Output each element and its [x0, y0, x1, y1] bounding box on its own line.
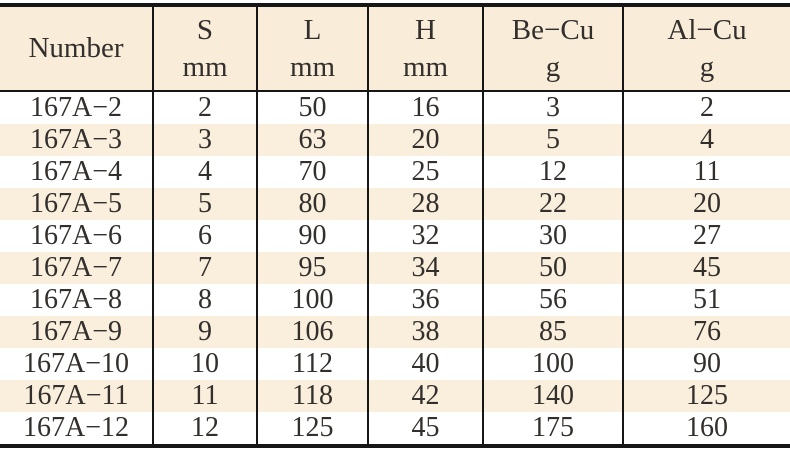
table-row: 167A−2 2 50 16 3 2: [0, 91, 790, 124]
cell-number: 167A−2: [0, 91, 154, 124]
cell-number: 167A−6: [0, 220, 154, 252]
cell-number: 167A−8: [0, 284, 154, 316]
cell-alcu: 45: [693, 252, 721, 283]
cell-s: 8: [153, 284, 258, 316]
cell-number: 167A−9: [0, 316, 154, 348]
cell-l: 63: [257, 124, 369, 156]
col-header-s-label: S: [196, 13, 214, 46]
cell-s: 4: [153, 156, 258, 188]
cell-l: 50: [257, 91, 369, 124]
cell-becu: 5: [483, 124, 624, 156]
table-row: 167A−7 7 95 34 50 45: [0, 252, 790, 284]
cell-l: 90: [257, 220, 369, 252]
cell-becu: 12: [483, 156, 624, 188]
col-header-h: H mm: [368, 5, 484, 92]
cell-alcu: 125: [686, 380, 728, 411]
cell-l: 95: [257, 252, 369, 284]
cell-h: 16: [368, 91, 484, 124]
col-header-alcu: Al−Cu g: [623, 5, 790, 92]
cell-l: 100: [257, 284, 369, 316]
cell-number: 167A−11: [0, 380, 154, 412]
table-row: 167A−8 8 100 36 56 51: [0, 284, 790, 316]
cell-number: 167A−3: [0, 124, 154, 156]
cell-h: 45: [368, 412, 484, 446]
cell-alcu: 11: [693, 156, 721, 187]
table-row: 167A−11 11 118 42 140 125: [0, 380, 790, 412]
cell-s: 6: [153, 220, 258, 252]
col-header-becu: Be−Cu g: [483, 5, 624, 92]
col-header-l: L mm: [257, 5, 369, 92]
col-header-alcu-unit: g: [699, 50, 715, 83]
cell-l: 106: [257, 316, 369, 348]
cell-s: 7: [153, 252, 258, 284]
cell-l: 112: [257, 348, 369, 380]
cell-h: 28: [368, 188, 484, 220]
cell-becu: 3: [483, 91, 624, 124]
cell-l: 80: [257, 188, 369, 220]
table-row: 167A−6 6 90 32 30 27: [0, 220, 790, 252]
table-body: 167A−2 2 50 16 3 2 167A−3 3 63 20 5 4 16…: [0, 91, 790, 446]
cell-s: 10: [153, 348, 258, 380]
col-header-h-unit: mm: [402, 50, 449, 83]
cell-becu: 175: [483, 412, 624, 446]
cell-number: 167A−10: [0, 348, 154, 380]
cell-l: 70: [257, 156, 369, 188]
cell-alcu: 90: [693, 348, 721, 379]
cell-alcu: 160: [686, 412, 728, 443]
cell-s: 2: [153, 91, 258, 124]
cell-alcu: 2: [700, 92, 714, 123]
col-header-s-unit: mm: [182, 50, 228, 83]
col-header-l-unit: mm: [289, 50, 336, 83]
cell-becu: 22: [483, 188, 624, 220]
col-header-becu-label: Be−Cu: [511, 13, 595, 46]
col-header-number-label: Number: [28, 32, 124, 64]
cell-l: 118: [257, 380, 369, 412]
cell-becu: 140: [483, 380, 624, 412]
col-header-number: Number: [0, 5, 154, 92]
cell-number: 167A−12: [0, 412, 154, 446]
table-row: 167A−10 10 112 40 100 90: [0, 348, 790, 380]
cell-s: 11: [153, 380, 258, 412]
cell-h: 25: [368, 156, 484, 188]
cell-h: 34: [368, 252, 484, 284]
cell-alcu: 51: [693, 284, 721, 315]
cell-number: 167A−7: [0, 252, 154, 284]
cell-h: 42: [368, 380, 484, 412]
cell-alcu: 20: [693, 188, 721, 219]
cell-h: 40: [368, 348, 484, 380]
cell-becu: 50: [483, 252, 624, 284]
cell-number: 167A−5: [0, 188, 154, 220]
cell-becu: 30: [483, 220, 624, 252]
cell-s: 9: [153, 316, 258, 348]
cell-l: 125: [257, 412, 369, 446]
table-row: 167A−9 9 106 38 85 76: [0, 316, 790, 348]
cell-h: 32: [368, 220, 484, 252]
col-header-alcu-label: Al−Cu: [667, 13, 747, 46]
cell-becu: 85: [483, 316, 624, 348]
table-row: 167A−12 12 125 45 175 160: [0, 412, 790, 446]
col-header-h-label: H: [415, 13, 436, 46]
table-row: 167A−5 5 80 28 22 20: [0, 188, 790, 220]
cell-h: 38: [368, 316, 484, 348]
cell-h: 20: [368, 124, 484, 156]
cell-becu: 56: [483, 284, 624, 316]
cell-s: 3: [153, 124, 258, 156]
cell-alcu: 4: [700, 124, 714, 155]
table-row: 167A−3 3 63 20 5 4: [0, 124, 790, 156]
cell-alcu: 27: [693, 220, 721, 251]
cell-becu: 100: [483, 348, 624, 380]
cell-s: 5: [153, 188, 258, 220]
col-header-l-label: L: [303, 13, 322, 46]
col-header-becu-unit: g: [545, 50, 561, 83]
cell-h: 36: [368, 284, 484, 316]
cell-s: 12: [153, 412, 258, 446]
header-row: Number S mm L mm: [0, 5, 790, 92]
cell-alcu: 76: [693, 316, 721, 347]
cell-number: 167A−4: [0, 156, 154, 188]
col-header-s: S mm: [153, 5, 258, 92]
spec-table: Number S mm L mm: [0, 3, 790, 448]
table-row: 167A−4 4 70 25 12 11: [0, 156, 790, 188]
